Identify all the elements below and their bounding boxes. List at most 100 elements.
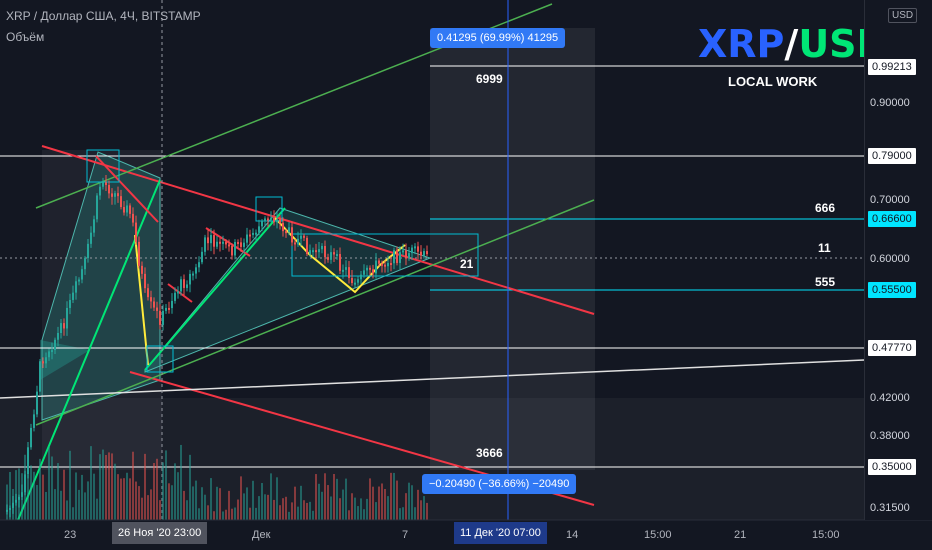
- volume-bar: [360, 498, 362, 520]
- candle-body: [117, 193, 119, 197]
- volume-bar: [168, 483, 170, 520]
- measure-label-down[interactable]: −0.20490 (−36.66%) −20490: [422, 474, 577, 494]
- candle-body: [153, 301, 155, 308]
- candle-body: [162, 310, 164, 325]
- volume-bar: [30, 465, 32, 520]
- volume-bar: [69, 450, 71, 520]
- candle-body: [210, 235, 212, 244]
- candle-body: [411, 247, 413, 254]
- annotation-666[interactable]: 666: [815, 201, 836, 215]
- time-label: 14: [566, 529, 579, 541]
- volume-bar: [135, 481, 137, 520]
- candle-body: [225, 241, 227, 245]
- candle-body: [135, 222, 137, 242]
- volume-bar: [150, 489, 152, 520]
- candle-body: [75, 281, 77, 293]
- volume-bars: [6, 444, 428, 520]
- volume-indicator-label[interactable]: Объём: [6, 30, 45, 44]
- candle-body: [357, 279, 359, 283]
- annotation-6999[interactable]: 6999: [476, 72, 503, 86]
- candle-body: [381, 263, 383, 266]
- volume-bar: [351, 493, 353, 520]
- volume-bar: [177, 472, 179, 520]
- volume-bar: [258, 496, 260, 520]
- volume-bar: [21, 473, 23, 520]
- candle-body: [252, 232, 254, 235]
- price-tag-099213: 0.99213: [868, 59, 916, 75]
- candle-body: [81, 269, 83, 280]
- volume-bar: [414, 507, 416, 520]
- volume-bar: [75, 472, 77, 520]
- candle-body: [342, 269, 344, 272]
- volume-bar: [33, 471, 35, 520]
- volume-bar: [273, 499, 275, 520]
- candle-body: [57, 333, 59, 340]
- candle-body: [264, 218, 266, 221]
- volume-bar: [15, 470, 17, 520]
- price-tag-04777: 0.47770: [868, 340, 916, 356]
- red-segment-1: [95, 155, 159, 223]
- volume-bar: [318, 483, 320, 520]
- volume-bar: [78, 489, 80, 520]
- volume-bar: [111, 453, 113, 520]
- candle-body: [66, 307, 68, 329]
- candle-body: [369, 267, 371, 270]
- volume-bar: [201, 487, 203, 520]
- volume-bar: [252, 480, 254, 520]
- volume-bar: [342, 489, 344, 520]
- volume-bar: [294, 486, 296, 520]
- candle-body: [129, 205, 131, 214]
- volume-bar: [219, 488, 221, 520]
- price-label: 0.38000: [870, 430, 910, 442]
- volume-bar: [105, 454, 107, 520]
- volume-bar: [285, 496, 287, 520]
- volume-bar: [114, 463, 116, 520]
- volume-bar: [336, 478, 338, 520]
- volume-bar: [405, 493, 407, 520]
- annotation-11[interactable]: 11: [818, 241, 831, 255]
- candle-body: [39, 361, 41, 392]
- time-label: 15:00: [812, 529, 840, 541]
- candle-body: [255, 232, 257, 235]
- volume-bar: [174, 463, 176, 520]
- candle-body: [45, 357, 47, 364]
- candle-body: [318, 249, 320, 253]
- candle-body: [273, 217, 275, 223]
- annotation-3666[interactable]: 3666: [476, 446, 503, 460]
- volume-bar: [42, 474, 44, 520]
- volume-bar: [402, 507, 404, 520]
- candle-body: [93, 219, 95, 233]
- candle-body: [87, 243, 89, 259]
- candle-body: [69, 299, 71, 308]
- candle-body: [54, 339, 56, 351]
- volume-bar: [195, 480, 197, 520]
- volume-bar: [243, 493, 245, 520]
- candle-body: [384, 264, 386, 267]
- annotation-555[interactable]: 555: [815, 275, 836, 289]
- volume-bar: [183, 490, 185, 520]
- candle-body: [165, 307, 167, 311]
- volume-bar: [357, 506, 359, 520]
- price-axis[interactable]: [864, 0, 932, 520]
- candle-body: [306, 237, 308, 254]
- volume-bar: [255, 507, 257, 520]
- volume-bar: [204, 494, 206, 520]
- candle-body: [204, 237, 206, 252]
- trend-green-mid: [144, 207, 286, 371]
- candle-body: [324, 245, 326, 258]
- volume-bar: [192, 486, 194, 520]
- volume-bar: [144, 453, 146, 520]
- volume-bar: [207, 505, 209, 520]
- brand-separator: /: [784, 22, 799, 66]
- candle-body: [234, 242, 236, 256]
- measure-label-up[interactable]: 0.41295 (69.99%) 41295: [430, 28, 566, 48]
- volume-bar: [24, 454, 26, 520]
- volume-bar: [345, 478, 347, 520]
- volume-bar: [51, 456, 53, 520]
- currency-button[interactable]: USD: [888, 8, 918, 23]
- volume-bar: [66, 500, 68, 520]
- price-tag-0555: 0.55500: [868, 282, 916, 298]
- annotation-21[interactable]: 21: [460, 257, 474, 271]
